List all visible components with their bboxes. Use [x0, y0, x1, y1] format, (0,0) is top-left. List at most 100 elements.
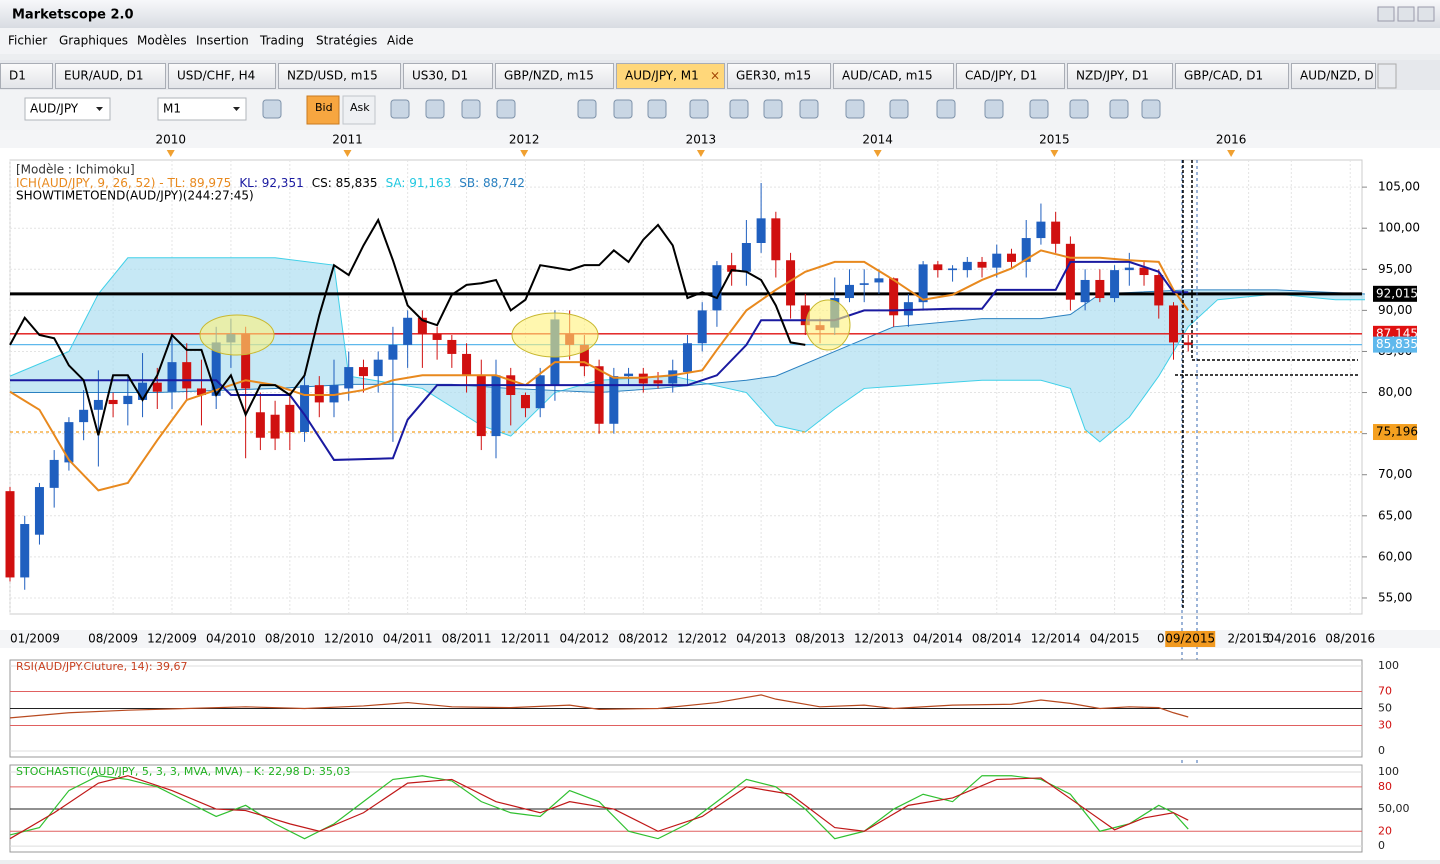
y-tick-label: 50	[1378, 702, 1392, 715]
candle-body	[668, 370, 678, 384]
tab[interactable]	[833, 63, 954, 89]
highlight-ellipse	[805, 299, 851, 351]
candle-body	[859, 283, 869, 285]
menu-item[interactable]: Trading	[259, 34, 304, 48]
toolbar-icon[interactable]	[799, 99, 819, 119]
toolbar-icon[interactable]	[577, 99, 597, 119]
maximize-button[interactable]	[1397, 6, 1415, 22]
tab[interactable]	[956, 63, 1065, 89]
candle-body	[653, 380, 663, 384]
candle-body	[1168, 305, 1178, 343]
timeframe-select[interactable]	[157, 97, 247, 121]
tab[interactable]	[1291, 63, 1376, 89]
candle-body	[152, 382, 162, 392]
tab[interactable]	[1175, 63, 1289, 89]
tab-close[interactable]: ×	[710, 69, 720, 83]
candle-body	[79, 409, 89, 423]
y-tick-label: 70	[1378, 684, 1392, 697]
toolbar-icon[interactable]	[425, 99, 445, 119]
candle-body	[727, 265, 737, 272]
y-tick-label: 50,00	[1378, 802, 1410, 815]
close-button[interactable]	[1417, 6, 1435, 22]
toolbar-icon[interactable]	[689, 99, 709, 119]
x-tick-label: 12/2012	[677, 632, 727, 646]
x-tick-label: 08/2011	[442, 632, 492, 646]
toolbar-icon[interactable]	[390, 99, 410, 119]
toolbar-icon[interactable]	[845, 99, 865, 119]
timeframe-value: M1	[163, 102, 181, 116]
y-tick-label: 20	[1378, 824, 1392, 837]
candle-body	[594, 366, 604, 424]
toolbar-icon[interactable]	[496, 99, 516, 119]
toolbar-icon[interactable]	[461, 99, 481, 119]
price-level-label: 85,835	[1376, 337, 1418, 351]
legend-entry: CS: 85,835	[312, 176, 378, 190]
toolbar-icon[interactable]	[1069, 99, 1089, 119]
top-tick-marker	[520, 150, 529, 157]
candle-body	[108, 399, 118, 405]
tab[interactable]	[727, 63, 831, 89]
candle-body	[447, 339, 457, 354]
toolbar-icon[interactable]	[729, 99, 749, 119]
candle-body	[270, 414, 280, 439]
menu-item[interactable]: Stratégies	[316, 34, 377, 48]
y-tick-label: 80	[1378, 780, 1392, 793]
tab[interactable]	[168, 63, 276, 89]
y-tick-label: 80,00	[1378, 385, 1412, 399]
top-tick-label: 2015	[1039, 133, 1070, 147]
tab[interactable]	[495, 63, 614, 89]
candle-body	[992, 253, 1002, 268]
ask-button[interactable]	[342, 95, 376, 125]
tab[interactable]	[55, 63, 166, 89]
y-tick-label: 95,00	[1378, 262, 1412, 276]
x-axis-strip	[0, 630, 1440, 648]
symbol-select[interactable]	[24, 97, 111, 121]
bid-button[interactable]	[306, 95, 340, 125]
toolbar-icon[interactable]	[613, 99, 633, 119]
menu-item[interactable]: Aide	[387, 34, 414, 48]
tab[interactable]	[278, 63, 401, 89]
window-title: Marketscope 2.0	[12, 8, 134, 23]
top-tick-label: 2011	[332, 133, 363, 147]
y-tick-label: 105,00	[1378, 180, 1420, 194]
candle-body	[167, 362, 177, 392]
candle-body	[388, 344, 398, 360]
top-tick-label: 2013	[686, 133, 717, 147]
candle-body	[903, 302, 913, 316]
tab-label: D1	[9, 69, 26, 83]
toolbar-icon[interactable]	[763, 99, 783, 119]
menu-item[interactable]: Insertion	[196, 34, 249, 48]
tab[interactable]	[0, 63, 53, 89]
candle-body	[358, 367, 368, 377]
candle-body	[1124, 267, 1134, 271]
tab[interactable]	[1067, 63, 1173, 89]
x-tick-label: 08/2016	[1325, 632, 1375, 646]
candle-body	[1051, 221, 1061, 244]
toolbar-icon[interactable]	[1029, 99, 1049, 119]
x-tick-label: 12/2011	[501, 632, 551, 646]
indicator-line	[9, 694, 1189, 719]
indicator-line	[9, 775, 1189, 840]
tab[interactable]	[616, 63, 725, 89]
toolbar-icon[interactable]	[984, 99, 1004, 119]
toolbar-icon[interactable]	[647, 99, 667, 119]
candle-body	[255, 412, 265, 438]
candle-body	[93, 399, 103, 410]
minimize-button[interactable]	[1377, 6, 1395, 22]
tab[interactable]	[403, 63, 493, 89]
candle-body	[196, 388, 206, 396]
menu-item[interactable]: Graphiques	[59, 34, 128, 48]
menu-item[interactable]: Modèles	[137, 34, 187, 48]
toolbar-icon[interactable]	[936, 99, 956, 119]
indicator-line	[9, 775, 1189, 840]
toolbar-icon[interactable]	[262, 99, 282, 119]
toolbar-icon[interactable]	[1109, 99, 1129, 119]
menu-item[interactable]: Fichier	[8, 34, 47, 48]
toolbar-icon[interactable]	[1141, 99, 1161, 119]
legend-entry: SA: 91,163	[386, 176, 452, 190]
tab-label: AUD/JPY, M1	[625, 69, 699, 83]
toolbar-icon[interactable]	[889, 99, 909, 119]
candle-body	[889, 278, 899, 316]
tab-overflow[interactable]	[1377, 63, 1397, 89]
tab-label: USD/CHF, H4	[177, 69, 255, 83]
